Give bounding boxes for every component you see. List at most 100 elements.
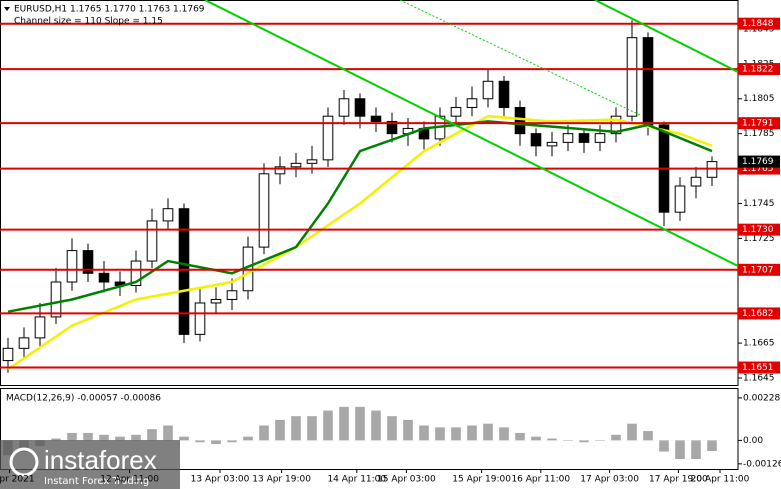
- macd-bar: [211, 440, 221, 445]
- macd-pane: [3, 406, 717, 460]
- macd-bar: [547, 438, 557, 441]
- x-tick-label: 12 Apr 11:00: [100, 475, 159, 485]
- level-label-box: [738, 223, 780, 236]
- macd-bar: [163, 425, 173, 441]
- candle-body: [386, 120, 398, 135]
- macd-bar: [451, 427, 461, 441]
- symbol-arrow: [4, 7, 10, 11]
- macd-bar: [275, 419, 285, 441]
- candle-body: [546, 141, 558, 147]
- candle-body: [530, 133, 542, 147]
- chart-title: EURUSD,H1 1.1765 1.1770 1.1763 1.1769: [14, 5, 205, 15]
- macd-bar: [579, 440, 589, 443]
- macd-bar: [131, 434, 141, 441]
- candle-body: [338, 98, 350, 117]
- candle-body: [258, 173, 270, 248]
- candle-body: [354, 98, 366, 117]
- candle-body: [642, 37, 654, 126]
- macd-pane-frame: [0, 388, 739, 470]
- y-tick-label: 1.1805: [743, 94, 775, 104]
- level-label: 1.1730: [742, 225, 774, 235]
- main-pane: [0, 20, 738, 373]
- x-tick-label: 15 Apr 19:00: [452, 475, 511, 485]
- y-tick-label: 1.1785: [743, 129, 775, 139]
- candle-body: [674, 185, 686, 213]
- current-price-box: [738, 155, 780, 168]
- candle-body: [98, 272, 110, 283]
- macd-bar: [531, 436, 541, 441]
- candle-body: [2, 347, 14, 362]
- candle-body: [514, 106, 526, 135]
- channel-line: [204, 0, 739, 267]
- candle-body: [370, 115, 382, 122]
- candle-body: [466, 98, 478, 108]
- x-tick-label: 14 Apr 11:00: [327, 475, 386, 485]
- level-label-box: [738, 63, 780, 76]
- x-tick-label: 15 Apr 03:00: [377, 475, 436, 485]
- candle-body: [66, 250, 78, 283]
- macd-bar: [643, 431, 653, 441]
- candle-body: [210, 298, 222, 304]
- x-tick-label: 13 Apr 03:00: [191, 475, 250, 485]
- macd-title: MACD(12,26,9) -0.00057 -0.00086: [6, 394, 161, 404]
- watermark-subtitle: Instant Forex Trading: [44, 476, 149, 487]
- level-label: 1.1707: [742, 265, 774, 275]
- level-label-box: [738, 263, 780, 276]
- x-tick-label: 13 Apr 19:00: [252, 475, 311, 485]
- channel-line: [594, 0, 739, 73]
- macd-bar: [611, 434, 621, 441]
- candle-body: [274, 166, 286, 175]
- level-label-box: [738, 17, 780, 30]
- macd-bar: [435, 427, 445, 441]
- macd-bar: [387, 416, 397, 441]
- macd-bar: [499, 427, 509, 441]
- level-label: 1.1848: [742, 19, 774, 29]
- x-tick-label: 17 Apr 19:00: [649, 475, 708, 485]
- macd-bar: [83, 432, 93, 441]
- candle-body: [690, 176, 702, 187]
- y-tick-label: 0.00228: [743, 393, 780, 403]
- macd-bar: [659, 440, 669, 452]
- moving-average: [7, 114, 713, 371]
- macd-bar: [67, 432, 77, 441]
- level-label-box: [738, 117, 780, 130]
- x-tick-label: 16 Apr 11:00: [511, 475, 570, 485]
- candle-body: [594, 133, 606, 143]
- macd-bar: [707, 440, 717, 452]
- y-tick-label: 1.1745: [743, 199, 775, 209]
- macd-bar: [307, 416, 317, 441]
- candle-body: [178, 208, 190, 335]
- candle-body: [18, 337, 30, 349]
- level-label: 1.1791: [742, 119, 774, 129]
- macd-bar: [515, 432, 525, 441]
- chart-subtitle: Channel size = 110 Slope = 1.15: [14, 17, 163, 27]
- candle-body: [146, 220, 158, 262]
- candle-body: [322, 115, 334, 161]
- y-tick-label: -0.00126: [743, 459, 781, 469]
- level-label: 1.1765: [742, 164, 774, 174]
- current-price-label: 1.1769: [742, 157, 774, 167]
- candle-body: [130, 260, 142, 287]
- x-tick-label: 9 Apr 2021: [0, 475, 35, 485]
- macd-bar: [339, 406, 349, 441]
- watermark-logo: [9, 447, 39, 477]
- x-tick-label: 17 Apr 03:00: [580, 475, 639, 485]
- candle-body: [482, 80, 494, 100]
- candle-body: [498, 80, 510, 108]
- candle-body: [450, 106, 462, 117]
- macd-bar: [323, 410, 333, 441]
- x-tick-label: 20 Apr 11:00: [691, 475, 750, 485]
- macd-bar: [403, 419, 413, 441]
- macd-bar: [563, 440, 573, 441]
- candle-body: [34, 316, 46, 339]
- candle-body: [626, 37, 638, 117]
- macd-bar: [243, 436, 253, 441]
- watermark-text: instaforex: [44, 445, 157, 475]
- macd-bar: [115, 436, 125, 441]
- level-label-box: [738, 361, 780, 374]
- macd-bar: [147, 429, 157, 441]
- candle-body: [82, 250, 94, 274]
- watermark: instaforex Instant Forex Trading: [0, 440, 180, 489]
